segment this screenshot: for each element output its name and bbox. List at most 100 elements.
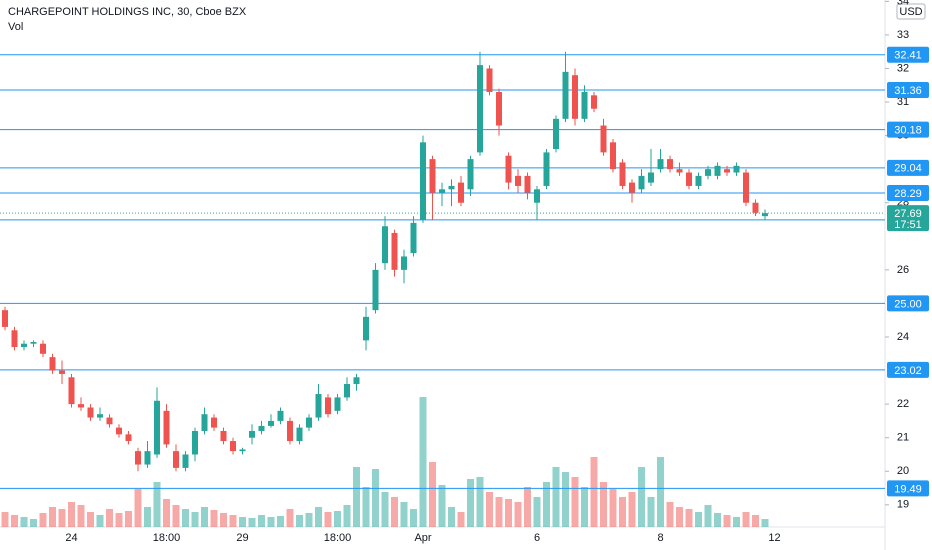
candle-body [695, 175, 702, 186]
volume-bar [467, 479, 474, 527]
level-box [887, 185, 929, 202]
x-tick-label: 29 [236, 532, 248, 544]
volume-bar [733, 517, 740, 527]
currency[interactable]: USD [899, 6, 922, 18]
volume-bar [334, 511, 341, 527]
candle-body [220, 430, 227, 442]
candle-body [249, 430, 255, 438]
candle-body [30, 342, 37, 344]
volume-bar [533, 497, 541, 527]
candle-body [68, 377, 75, 405]
candle-body [733, 165, 740, 173]
volume-bar [153, 482, 161, 527]
candle-body [296, 427, 303, 442]
level-label: 32.41 [894, 50, 922, 62]
candle-body [230, 441, 236, 452]
volume-bar [239, 517, 246, 527]
y-tick-label: 26 [897, 264, 909, 276]
volume-bar [144, 507, 151, 527]
candle-body [581, 91, 588, 119]
volume-bar [39, 513, 47, 527]
volume-bar [315, 507, 322, 527]
candle-body [705, 169, 711, 176]
countdown-label: 17:51 [894, 219, 922, 231]
volume-bar [628, 492, 636, 527]
candle-body [401, 256, 407, 270]
candle-body [239, 449, 246, 452]
y-tick-label: 34 [897, 0, 909, 7]
volume-bar [457, 512, 465, 527]
x-tick-label: 6 [534, 532, 540, 544]
volume-bar [30, 519, 37, 527]
volume-bar [609, 489, 617, 527]
volume-bar [286, 509, 294, 527]
candle-body [429, 159, 436, 193]
volume-bar [58, 509, 66, 527]
volume-bar [267, 517, 275, 527]
level-box [887, 121, 929, 138]
candle-body [572, 75, 578, 119]
candle-body [154, 400, 160, 455]
y-tick-label: 32 [897, 62, 909, 74]
candle-body [667, 159, 673, 170]
volume-bar [486, 492, 493, 527]
volume-bar [210, 510, 218, 527]
y-tick-label: 19 [897, 499, 909, 511]
level-label: 29.04 [894, 163, 922, 175]
volume-bar [201, 507, 208, 527]
volume-bar [581, 487, 588, 527]
volume-bar [163, 499, 170, 527]
candle-body [182, 454, 189, 468]
volume-bar [400, 502, 408, 527]
candle-body [496, 91, 502, 126]
candle-body [211, 417, 217, 428]
volume-bar [685, 509, 693, 527]
volume-bar [543, 482, 550, 527]
volume-bar [134, 489, 142, 527]
candle-body [543, 152, 550, 186]
level-label: 30.18 [894, 124, 922, 136]
level-box [887, 159, 929, 176]
level-box [887, 46, 929, 63]
volume-bar [438, 485, 446, 527]
volume-label: Vol [8, 21, 23, 33]
candle-body [11, 330, 18, 348]
candle-body [192, 430, 198, 455]
x-tick-label: Apr [414, 532, 431, 544]
volume-bar [49, 507, 56, 527]
candle-body [562, 71, 569, 119]
candle-body [87, 407, 94, 418]
candle-body [762, 213, 768, 217]
x-tick-label: 8 [657, 532, 663, 544]
volume-bar [647, 497, 655, 527]
volume-bar [714, 513, 721, 527]
candle-body [439, 189, 445, 193]
candle-body [448, 185, 455, 190]
currency-box[interactable] [896, 3, 926, 20]
candle-body [306, 417, 312, 428]
volume-bar [448, 507, 455, 527]
volume-bar [125, 511, 132, 527]
volume-bar [761, 519, 769, 527]
candle-body [686, 172, 692, 186]
candle-body [676, 169, 683, 173]
volume-bar [514, 502, 522, 527]
candle-body [524, 175, 531, 193]
candle-body [410, 222, 417, 254]
volume-bar [590, 457, 598, 527]
candle-body [724, 169, 730, 173]
candle-body [144, 451, 151, 465]
volume-bar [391, 497, 398, 527]
volume-bar [248, 518, 256, 527]
candle-body [534, 189, 540, 203]
level-label: 23.02 [894, 365, 922, 377]
level-box [887, 361, 929, 378]
volume-bar [666, 502, 674, 527]
candle-body [714, 165, 721, 176]
last-price-label: 27.69 [894, 208, 922, 220]
volume-bar [11, 515, 18, 527]
volume-bar [277, 516, 284, 527]
candle-body [49, 357, 56, 371]
candle-body [363, 316, 369, 341]
